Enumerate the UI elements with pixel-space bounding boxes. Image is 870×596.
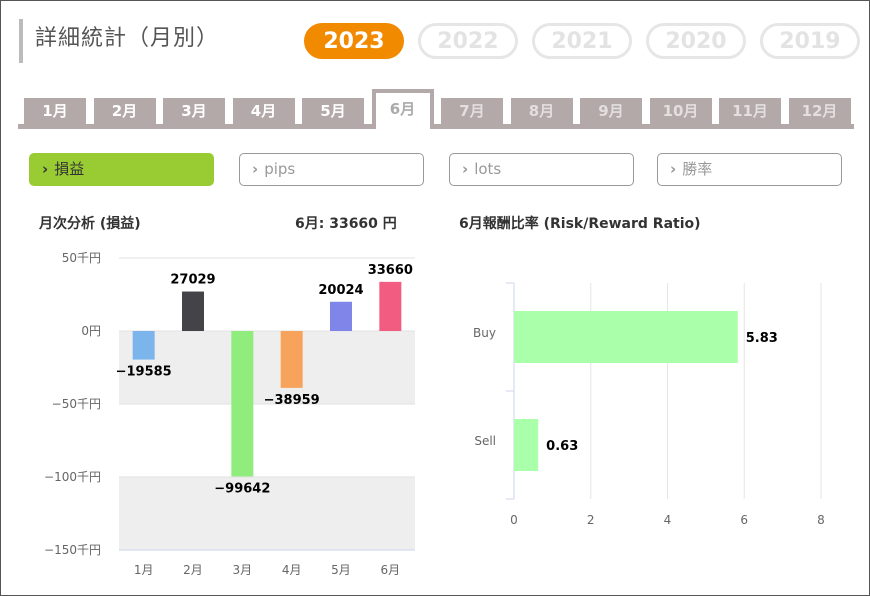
metric-button-pips[interactable]: › pips [239, 153, 424, 186]
metric-button-label: 勝率 [682, 160, 713, 178]
data-label: 5.83 [746, 331, 778, 346]
bar [231, 331, 254, 477]
x-tick-label: 5月 [331, 563, 351, 577]
data-label: −99642 [214, 481, 270, 496]
month-tab-bar: 1月 2月 3月 4月 5月 6月 7月 8月 9月 10月 11月 12月 [18, 89, 854, 129]
year-pill-2023[interactable]: 2023 [304, 23, 404, 59]
tab-month-12[interactable]: 12月 [788, 98, 851, 124]
tab-month-7[interactable]: 7月 [441, 98, 503, 124]
data-label: 20024 [318, 283, 363, 298]
y-tick-label: −50千円 [52, 397, 101, 411]
metric-button-profit-loss[interactable]: › 損益 [29, 153, 214, 186]
page-title: 詳細統計（月別） [19, 19, 219, 63]
chevron-right-icon: › [462, 160, 469, 178]
tab-month-6[interactable]: 6月 [371, 89, 434, 129]
x-tick-label: 6 [740, 513, 748, 527]
data-label: 0.63 [546, 439, 578, 454]
x-tick-label: 4 [664, 513, 672, 527]
monthly-pl-chart: 50千円 0円 −50千円 −100千円 −150千円 −19585 1月 27029 2月 −9… [44, 251, 415, 577]
x-tick-label: 0 [510, 513, 518, 527]
monthly-chart-summary: 6月: 33660 円 [295, 216, 397, 232]
data-label: −19585 [116, 365, 172, 380]
bar [379, 281, 402, 331]
tab-month-1[interactable]: 1月 [24, 98, 86, 124]
bar [514, 311, 738, 363]
y-tick-label: −100千円 [44, 470, 101, 484]
year-pill-2022[interactable]: 2022 [418, 23, 518, 59]
metric-button-win-rate[interactable]: › 勝率 [657, 153, 842, 186]
data-label: 27029 [170, 273, 215, 288]
y-tick-label: −150千円 [44, 543, 101, 557]
risk-reward-chart: 0 2 4 6 8 5.83 Buy 0.63 Sell [473, 282, 825, 527]
data-label: −38959 [264, 393, 320, 408]
metric-button-label: lots [474, 160, 502, 178]
tab-month-4[interactable]: 4月 [232, 98, 295, 124]
tab-month-11[interactable]: 11月 [719, 98, 781, 124]
x-tick-label: 1月 [134, 563, 154, 577]
year-pill-2020[interactable]: 2020 [646, 23, 746, 59]
x-tick-label: 8 [817, 513, 825, 527]
year-pill-2019[interactable]: 2019 [760, 23, 860, 59]
tab-month-8[interactable]: 8月 [510, 98, 573, 124]
year-pill-2021[interactable]: 2021 [532, 23, 632, 59]
bar [280, 331, 303, 388]
year-selector: 2023 2022 2021 2020 2019 [304, 23, 860, 59]
metric-button-lots[interactable]: › lots [449, 153, 634, 186]
plot-band [119, 331, 415, 404]
chevron-right-icon: › [42, 160, 49, 178]
x-tick-label: 2 [587, 513, 595, 527]
metric-button-label: pips [264, 160, 296, 178]
tab-month-2[interactable]: 2月 [93, 98, 156, 124]
bar [182, 291, 204, 331]
chevron-right-icon: › [252, 160, 259, 178]
plot-band [119, 477, 415, 550]
ratio-chart-title: 6月報酬比率 (Risk/Reward Ratio) [459, 216, 701, 232]
y-tick-label: 0円 [81, 324, 101, 338]
x-tick-label: 4月 [282, 563, 302, 577]
tab-month-9[interactable]: 9月 [580, 98, 642, 124]
tab-month-3[interactable]: 3月 [163, 98, 225, 124]
metric-button-label: 損益 [54, 160, 85, 178]
bar [514, 419, 539, 471]
chevron-right-icon: › [670, 160, 677, 178]
y-tick-label: Buy [473, 326, 496, 340]
y-tick-label: 50千円 [62, 251, 101, 265]
data-label: 33660 [368, 263, 413, 278]
y-tick-label: Sell [474, 434, 496, 448]
tab-month-10[interactable]: 10月 [649, 98, 712, 124]
tab-month-5[interactable]: 5月 [302, 98, 364, 124]
bar [132, 331, 155, 360]
bar [330, 301, 352, 331]
monthly-chart-title: 月次分析 (損益) [39, 216, 141, 232]
x-tick-label: 6月 [381, 563, 401, 577]
x-tick-label: 3月 [233, 563, 253, 577]
x-tick-label: 2月 [183, 563, 203, 577]
